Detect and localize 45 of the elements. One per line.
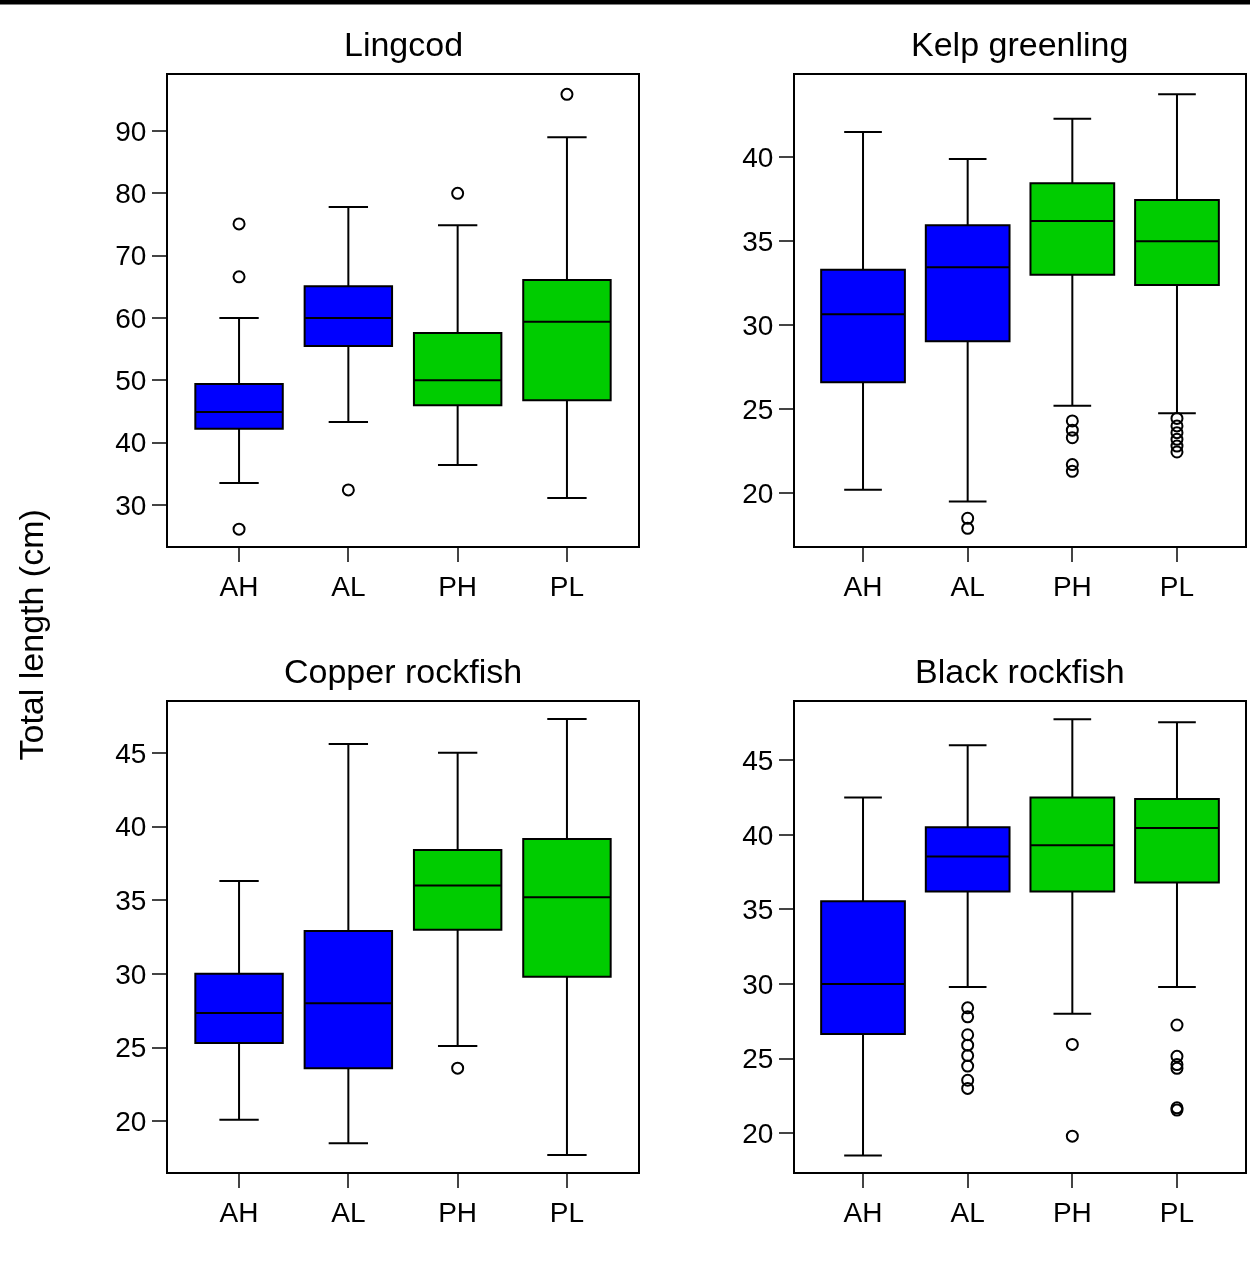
x-tick-label: PH	[1052, 570, 1092, 602]
y-tick-label: 45	[742, 744, 774, 776]
x-tick-label: PL	[1159, 570, 1195, 602]
x-tick-label: PL	[549, 570, 585, 602]
x-tick-label: AH	[219, 570, 259, 602]
y-tick-label: 50	[115, 365, 147, 397]
chart-title: Copper rockfish	[284, 652, 523, 690]
chart-title: Kelp greenling	[911, 25, 1129, 63]
x-tick-label: PL	[549, 1196, 585, 1228]
x-tick-label: AH	[219, 1196, 259, 1228]
chart-title: Black rockfish	[915, 652, 1125, 690]
y-tick-label: 25	[115, 1032, 147, 1064]
x-tick-label: PL	[1159, 1196, 1195, 1228]
y-axis-title: Total length (cm)	[11, 509, 50, 761]
y-tick-label: 25	[742, 1043, 774, 1075]
y-tick-label: 80	[115, 178, 147, 210]
y-tick-label: 30	[742, 968, 774, 1000]
y-tick-label: 30	[115, 489, 147, 521]
y-tick-label: 20	[742, 1118, 774, 1150]
y-tick-label: 70	[115, 240, 147, 272]
y-tick-label: 40	[742, 142, 774, 174]
y-tick-label: 35	[742, 226, 774, 258]
y-tick-label: 35	[115, 884, 147, 916]
x-tick-label: AH	[843, 1196, 883, 1228]
y-tick-label: 30	[742, 309, 774, 341]
y-tick-label: 25	[742, 393, 774, 425]
chart-title: Lingcod	[344, 25, 464, 63]
y-tick-label: 60	[115, 302, 147, 334]
x-tick-label: PH	[1052, 1196, 1092, 1228]
x-tick-label: PH	[438, 1196, 478, 1228]
x-tick-label: AH	[843, 570, 883, 602]
y-tick-label: 40	[115, 811, 147, 843]
y-tick-label: 20	[742, 477, 774, 509]
y-tick-label: 30	[115, 958, 147, 990]
y-tick-label: 45	[115, 737, 147, 769]
y-tick-label: 90	[115, 115, 147, 147]
x-tick-label: PH	[438, 570, 478, 602]
y-tick-label: 40	[115, 427, 147, 459]
y-tick-label: 20	[115, 1105, 147, 1137]
x-tick-label: AL	[950, 570, 985, 602]
x-tick-label: AL	[331, 1196, 366, 1228]
y-tick-label: 40	[742, 819, 774, 851]
x-tick-label: AL	[950, 1196, 985, 1228]
y-tick-label: 35	[742, 894, 774, 926]
x-tick-label: AL	[331, 570, 366, 602]
